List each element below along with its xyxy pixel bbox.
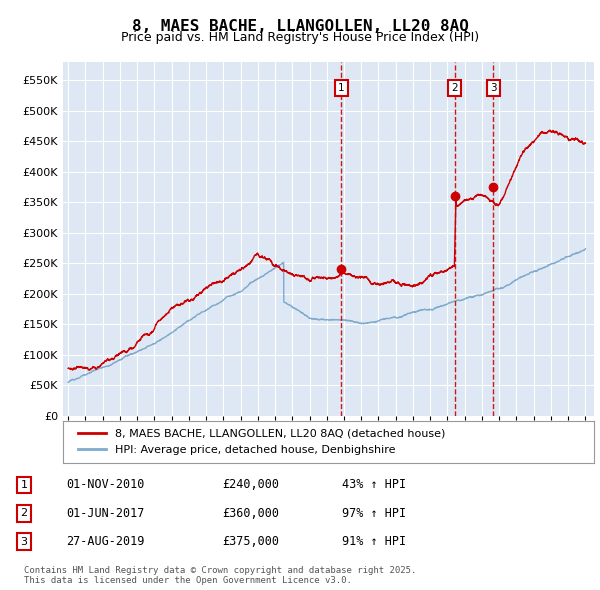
Text: 27-AUG-2019: 27-AUG-2019	[66, 535, 145, 548]
Legend: 8, MAES BACHE, LLANGOLLEN, LL20 8AQ (detached house), HPI: Average price, detach: 8, MAES BACHE, LLANGOLLEN, LL20 8AQ (det…	[74, 424, 450, 460]
Text: 1: 1	[20, 480, 28, 490]
Text: 01-JUN-2017: 01-JUN-2017	[66, 507, 145, 520]
Text: £375,000: £375,000	[222, 535, 279, 548]
Text: 2: 2	[451, 83, 458, 93]
Text: Price paid vs. HM Land Registry's House Price Index (HPI): Price paid vs. HM Land Registry's House …	[121, 31, 479, 44]
Text: 01-NOV-2010: 01-NOV-2010	[66, 478, 145, 491]
Text: £360,000: £360,000	[222, 507, 279, 520]
Text: 97% ↑ HPI: 97% ↑ HPI	[342, 507, 406, 520]
Text: £240,000: £240,000	[222, 478, 279, 491]
Text: 1: 1	[338, 83, 344, 93]
Text: 43% ↑ HPI: 43% ↑ HPI	[342, 478, 406, 491]
Text: 2: 2	[20, 509, 28, 518]
Text: 3: 3	[490, 83, 496, 93]
Text: Contains HM Land Registry data © Crown copyright and database right 2025.
This d: Contains HM Land Registry data © Crown c…	[24, 566, 416, 585]
Text: 3: 3	[20, 537, 28, 546]
Text: 91% ↑ HPI: 91% ↑ HPI	[342, 535, 406, 548]
Text: 8, MAES BACHE, LLANGOLLEN, LL20 8AQ: 8, MAES BACHE, LLANGOLLEN, LL20 8AQ	[131, 19, 469, 34]
